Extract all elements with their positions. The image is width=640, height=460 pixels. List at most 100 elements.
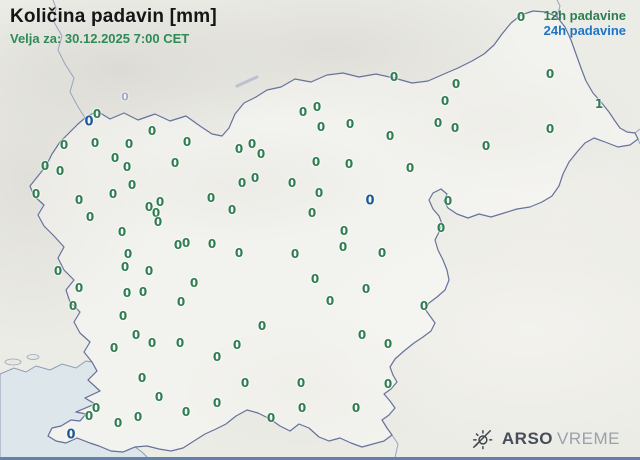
station-value: 0 bbox=[266, 411, 276, 425]
station-value: 0 bbox=[40, 159, 50, 173]
station-value: 0 bbox=[405, 161, 415, 175]
border-italy-austria bbox=[52, 0, 86, 119]
station-value: 0 bbox=[59, 138, 69, 152]
station-value: 0 bbox=[312, 100, 322, 114]
station-value: 0 bbox=[182, 135, 192, 149]
station-value: 0 bbox=[170, 156, 180, 170]
station-value: 0 bbox=[131, 328, 141, 342]
station-value: 0 bbox=[297, 401, 307, 415]
station-value: 0 bbox=[351, 401, 361, 415]
station-value: 0 bbox=[212, 350, 222, 364]
station-value: 0 bbox=[175, 336, 185, 350]
station-value: 0 bbox=[173, 238, 183, 252]
station-value: 0 bbox=[296, 376, 306, 390]
station-value: 0 bbox=[287, 176, 297, 190]
station-value: 0 bbox=[451, 77, 461, 91]
station-value: 0 bbox=[240, 376, 250, 390]
station-value: 0 bbox=[206, 191, 216, 205]
station-value: 0 bbox=[338, 240, 348, 254]
arso-vreme-branding: ARSO VREME bbox=[471, 428, 620, 450]
valid-time-label: Velja za: 30.12.2025 7:00 CET bbox=[10, 31, 190, 46]
station-value: 0 bbox=[91, 401, 101, 415]
brand-product: VREME bbox=[557, 429, 620, 448]
station-value: 0 bbox=[516, 10, 526, 24]
station-value: 0 bbox=[155, 195, 165, 209]
station-value: 0 bbox=[443, 194, 453, 208]
station-value: 0 bbox=[234, 142, 244, 156]
station-value: 0 bbox=[545, 67, 555, 81]
station-value: 0 bbox=[181, 405, 191, 419]
station-value: 0 bbox=[345, 117, 355, 131]
station-value: 0 bbox=[92, 107, 102, 121]
station-value: 0 bbox=[127, 178, 137, 192]
station-value: 0 bbox=[377, 246, 387, 260]
brand-agency: ARSO bbox=[501, 429, 554, 448]
station-value: 0 bbox=[117, 225, 127, 239]
station-value: 0 bbox=[307, 206, 317, 220]
station-value: 0 bbox=[383, 337, 393, 351]
station-value: 0 bbox=[250, 171, 260, 185]
station-value: 0 bbox=[361, 282, 371, 296]
station-value: 0 bbox=[237, 176, 247, 190]
station-value: 0 bbox=[385, 129, 395, 143]
station-value: 0 bbox=[545, 122, 555, 136]
station-value: 0 bbox=[316, 120, 326, 134]
station-value: 0 bbox=[153, 215, 163, 229]
station-value: 0 bbox=[123, 247, 133, 261]
station-value: 0 bbox=[121, 90, 129, 104]
station-value: 0 bbox=[365, 193, 375, 209]
station-value: 0 bbox=[339, 224, 349, 238]
station-value: 0 bbox=[124, 137, 134, 151]
station-value: 0 bbox=[144, 264, 154, 278]
station-value: 0 bbox=[383, 377, 393, 391]
station-value: 0 bbox=[311, 155, 321, 169]
station-value: 0 bbox=[31, 187, 41, 201]
station-value: 0 bbox=[189, 276, 199, 290]
station-value: 0 bbox=[450, 121, 460, 135]
page-title: Količina padavin [mm] bbox=[10, 6, 217, 27]
station-value: 0 bbox=[419, 299, 429, 313]
map-frame-bottom-line bbox=[0, 457, 640, 460]
station-value: 0 bbox=[440, 94, 450, 108]
station-value: 0 bbox=[147, 124, 157, 138]
border-slovenia bbox=[29, 10, 639, 453]
station-value: 0 bbox=[257, 319, 267, 333]
station-value: 0 bbox=[53, 264, 63, 278]
station-value: 0 bbox=[109, 341, 119, 355]
sun-crossed-icon bbox=[471, 428, 493, 450]
station-value: 0 bbox=[227, 203, 237, 217]
border-croatia-south bbox=[391, 434, 399, 459]
station-value: 0 bbox=[310, 272, 320, 286]
station-value: 0 bbox=[84, 409, 94, 423]
station-value: 0 bbox=[298, 105, 308, 119]
station-value: 0 bbox=[234, 246, 244, 260]
station-value: 0 bbox=[290, 247, 300, 261]
station-value: 0 bbox=[389, 70, 399, 84]
station-value: 0 bbox=[55, 164, 65, 178]
station-value: 0 bbox=[108, 187, 118, 201]
station-value: 0 bbox=[207, 237, 217, 251]
map-header: Količina padavin [mm] Velja za: 30.12.20… bbox=[10, 6, 217, 46]
station-value: 0 bbox=[113, 416, 123, 430]
station-value: 0 bbox=[256, 147, 266, 161]
station-value: 0 bbox=[68, 299, 78, 313]
station-value: 0 bbox=[122, 286, 132, 300]
station-value: 0 bbox=[181, 236, 191, 250]
station-value: 0 bbox=[110, 151, 120, 165]
station-value: 0 bbox=[74, 193, 84, 207]
station-value: 0 bbox=[118, 309, 128, 323]
border-austria-north bbox=[556, 0, 561, 18]
station-value: 0 bbox=[66, 427, 76, 443]
station-value: 0 bbox=[122, 160, 132, 174]
lake bbox=[235, 75, 259, 88]
station-value: 0 bbox=[314, 186, 324, 200]
legend-item-12h[interactable]: 12h padavine bbox=[543, 8, 626, 23]
station-value: 0 bbox=[154, 390, 164, 404]
station-value: 0 bbox=[247, 137, 257, 151]
station-value: 0 bbox=[436, 221, 446, 235]
station-value: 0 bbox=[325, 294, 335, 308]
station-value: 0 bbox=[120, 260, 130, 274]
legend-item-24h[interactable]: 24h padavine bbox=[543, 23, 626, 38]
